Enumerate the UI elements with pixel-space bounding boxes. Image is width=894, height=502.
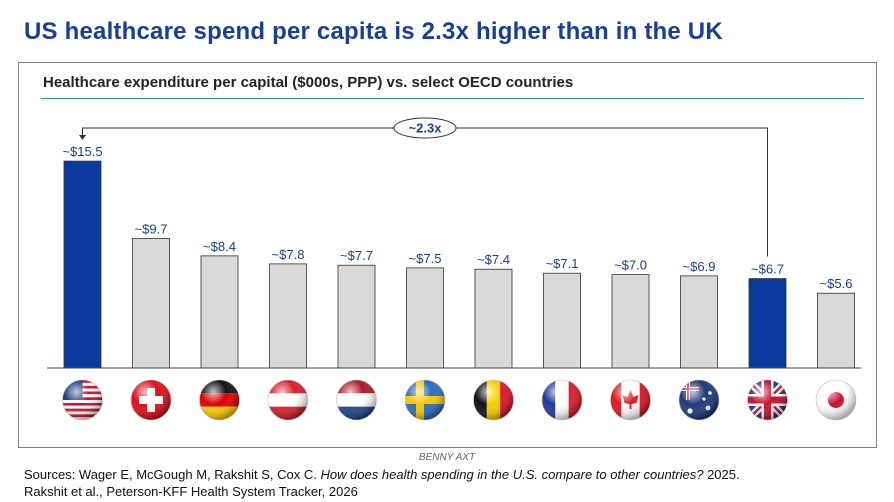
bar-germany (200, 255, 239, 369)
french-flag-icon (541, 379, 583, 421)
bar-switzerland (132, 238, 170, 369)
credit-text: BENNY AXT (418, 452, 476, 463)
data-label: ~$7.5 (409, 251, 442, 266)
ratio-label: ~2.3x (409, 121, 443, 136)
bar-australia (680, 275, 718, 369)
data-label: ~$7.7 (340, 248, 373, 263)
sources-prefix: Sources: Wager E, McGough M, Rakshit S, … (24, 467, 321, 482)
bar-japan (817, 292, 855, 369)
sources-line-1: Sources: Wager E, McGough M, Rakshit S, … (24, 466, 740, 483)
bar-belgium (474, 268, 513, 369)
swedish-flag-icon (404, 379, 446, 421)
dutch-flag-icon (336, 379, 377, 421)
sources-line-2: Rakshit et al., Peterson-KFF Health Syst… (24, 484, 358, 499)
title-rule (41, 98, 864, 99)
data-label: ~$9.7 (135, 222, 168, 237)
bar-chart: ~$15.5 ~$9.7 ~$8.4 ~$7.8 ~$7.7 ~$7.5 ~$7.4 ~$7.… (47, 117, 861, 421)
sources-article-title: How does health spending in the U.S. com… (320, 467, 704, 482)
data-label: ~$6.7 (751, 262, 784, 277)
bar-sweden (406, 267, 444, 369)
austrian-flag-icon (267, 379, 309, 421)
sources: Sources: Wager E, McGough M, Rakshit S, … (24, 466, 740, 500)
uk-flag-icon (747, 379, 788, 421)
canadian-flag-icon (610, 379, 651, 421)
arrowhead (79, 135, 86, 140)
belgian-flag-icon (473, 379, 514, 421)
ratio-connector (82, 127, 768, 257)
data-label: ~$15.5 (62, 144, 102, 159)
bar-united-states (63, 160, 102, 369)
data-label: ~$6.9 (683, 259, 716, 274)
data-label: ~$8.4 (203, 239, 236, 254)
bar-canada (611, 274, 650, 369)
data-label: ~$7.0 (614, 258, 647, 273)
australian-flag-icon (678, 379, 720, 421)
chart-title: Healthcare expenditure per capital ($000… (43, 74, 574, 91)
bar-france (543, 272, 581, 369)
data-label: ~$7.4 (477, 252, 510, 267)
headline: US healthcare spend per capita is 2.3x h… (24, 18, 723, 45)
us-flag-icon (62, 379, 103, 421)
bar-netherlands (337, 264, 376, 369)
ratio-badge (393, 117, 457, 139)
german-flag-icon (199, 379, 240, 421)
bar-austria (269, 263, 307, 369)
swiss-flag-icon (130, 379, 172, 421)
bar-united-kingdom (748, 278, 787, 369)
data-label: ~$7.8 (272, 247, 305, 262)
sources-suffix: 2025. (703, 467, 740, 482)
chart-frame: Healthcare expenditure per capital ($000… (18, 62, 877, 448)
data-label: ~$7.1 (546, 256, 579, 271)
data-label: ~$5.6 (820, 276, 853, 291)
japanese-flag-icon (815, 379, 857, 421)
